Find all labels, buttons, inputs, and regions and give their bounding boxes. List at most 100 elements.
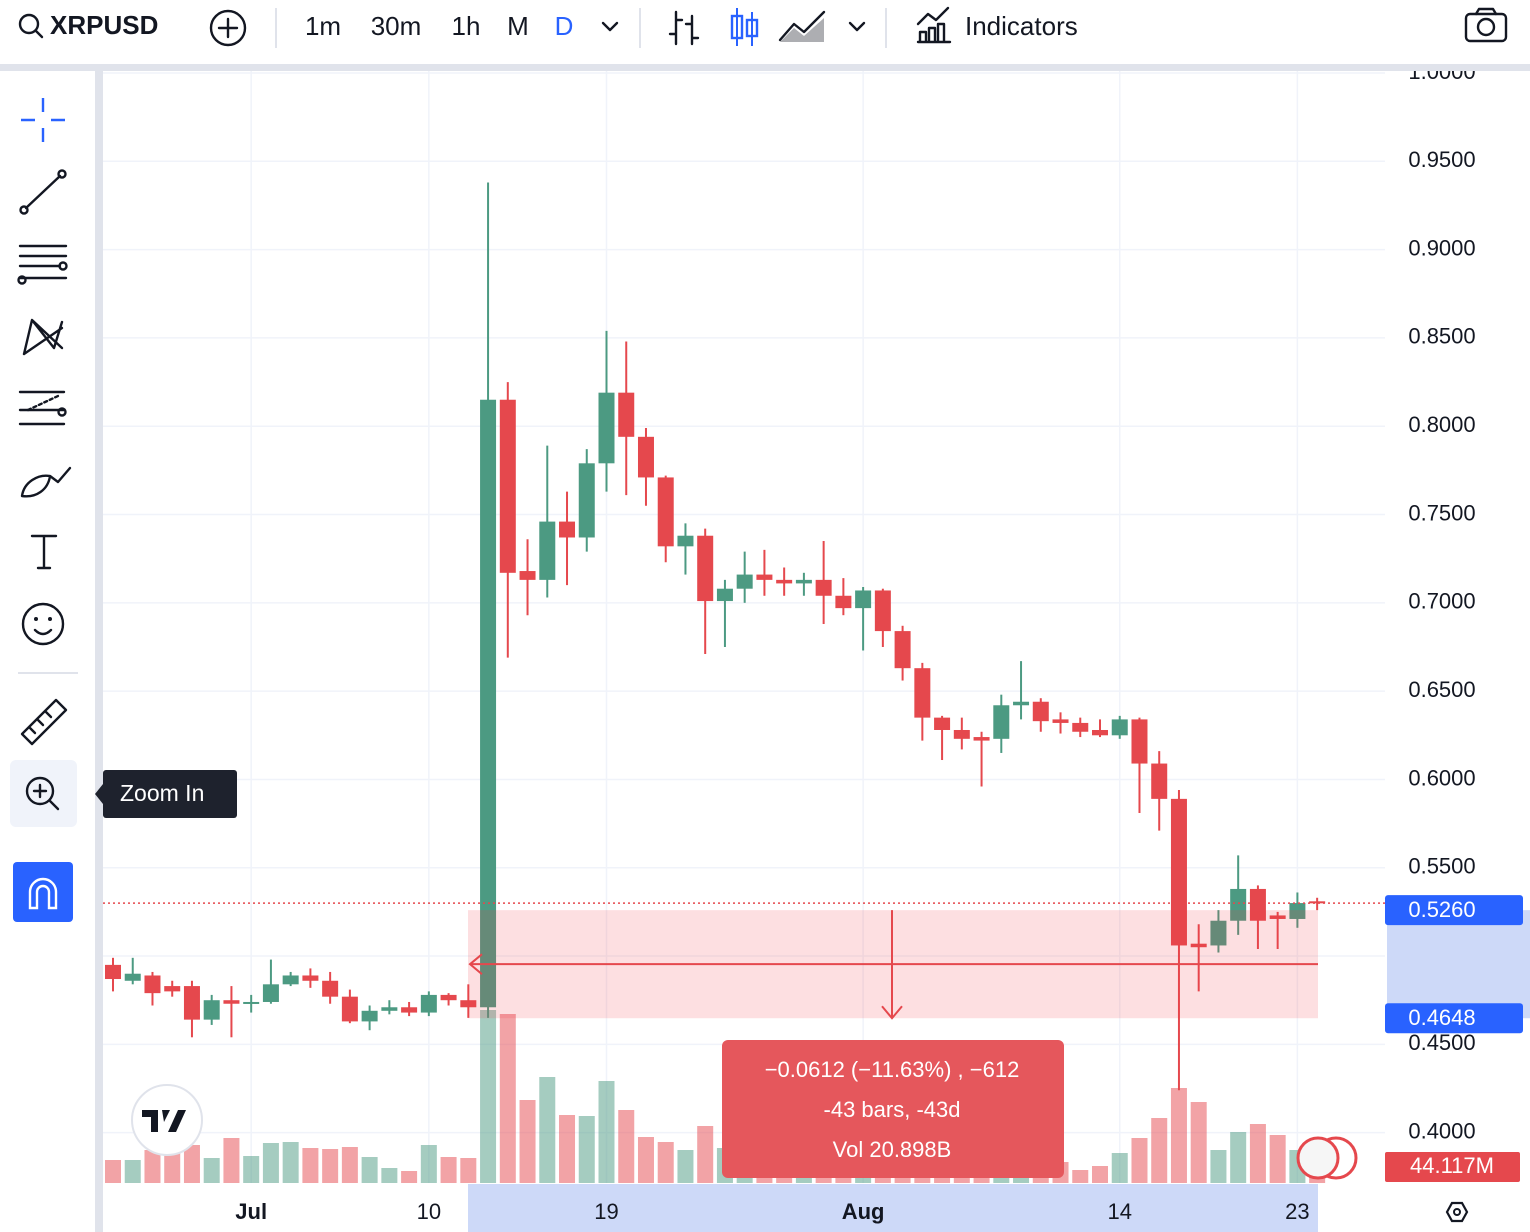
text-tool[interactable]: [30, 534, 58, 570]
candle-body: [1269, 915, 1286, 919]
volume-bar: [1210, 1150, 1227, 1183]
measure-info-text: -43 bars, -43d: [824, 1097, 961, 1122]
candle-body: [164, 986, 181, 992]
interval-button[interactable]: D: [555, 11, 574, 41]
volume-bar: [401, 1171, 418, 1183]
candle-body: [124, 973, 141, 981]
interval-button[interactable]: 30m: [371, 11, 422, 41]
crosshair-tool[interactable]: [21, 98, 65, 142]
flag-icon: [1296, 1136, 1340, 1180]
plot-area: [103, 71, 1385, 1183]
volume-bar: [341, 1147, 358, 1183]
volume-bar: [183, 1145, 200, 1183]
chart-type-dropdown[interactable]: [848, 21, 866, 32]
candle-body: [1032, 701, 1049, 722]
volume-bar: [598, 1081, 615, 1183]
volume-bar: [677, 1150, 694, 1183]
search-icon[interactable]: [18, 13, 44, 39]
settings-icon-center: [1453, 1208, 1461, 1216]
candle-body: [420, 994, 437, 1013]
volume-bar: [164, 1147, 181, 1183]
sidebar-separator: [95, 71, 103, 1232]
symbol[interactable]: XRPUSD: [50, 10, 158, 40]
pattern-tool[interactable]: [22, 318, 64, 356]
area-icon[interactable]: [778, 10, 826, 42]
add-symbol[interactable]: [209, 9, 247, 47]
magnet-button[interactable]: [13, 862, 73, 922]
zoom-in-button[interactable]: [10, 760, 77, 827]
candle-body: [282, 975, 299, 985]
candle-body: [144, 975, 161, 994]
candle-body: [361, 1010, 378, 1022]
measure-h-arrowhead: [468, 953, 483, 975]
candle-body: [993, 705, 1010, 739]
measure-info-text: −0.0612 (−11.63%) , −612: [765, 1057, 1020, 1082]
candle-body: [499, 399, 516, 573]
candle-body: [341, 996, 358, 1022]
fib-tool[interactable]: [17, 244, 68, 285]
time-range-highlight: [468, 1184, 1318, 1232]
volume-bar: [1230, 1132, 1247, 1183]
forecast-tool[interactable]: [18, 390, 67, 426]
interval-button[interactable]: 1m: [305, 11, 341, 41]
candle-body: [1111, 719, 1128, 736]
interval-dropdown[interactable]: [601, 21, 619, 32]
candle-body: [1072, 722, 1089, 732]
interval-button[interactable]: 1h: [452, 11, 481, 41]
volume-bar: [420, 1145, 437, 1183]
x-tick-label: 23: [1285, 1199, 1309, 1224]
magnet-icon: [28, 877, 58, 910]
volume-bar: [105, 1160, 121, 1183]
volume-bar: [1170, 1088, 1187, 1183]
indicators-button[interactable]: Indicators: [965, 11, 1078, 41]
candle-body: [618, 392, 635, 437]
y-tick-label: 0.9000: [1408, 235, 1475, 260]
bars-icon[interactable]: [668, 10, 700, 46]
interval-button[interactable]: M: [507, 11, 529, 41]
x-tick-label: 19: [594, 1199, 618, 1224]
volume-bar: [1151, 1118, 1168, 1183]
settings-icon[interactable]: [1445, 1201, 1469, 1223]
price-label-bg: [1385, 1003, 1523, 1034]
volume-bar: [519, 1100, 536, 1183]
candle-body: [578, 463, 595, 538]
candles-icon[interactable]: [730, 8, 759, 46]
emoji-tool[interactable]: [21, 602, 65, 646]
candle-body: [539, 521, 556, 580]
volume-label: 44.117M: [1410, 1153, 1494, 1178]
volume-bar: [618, 1110, 635, 1183]
candle-body: [1309, 901, 1326, 904]
tooltip: [103, 770, 237, 818]
brush-tool[interactable]: [20, 466, 72, 498]
candle-body: [795, 579, 812, 584]
candle-body: [894, 631, 911, 669]
logo[interactable]: [131, 1084, 203, 1156]
candle-body: [1289, 903, 1306, 919]
volume-bar: [578, 1116, 595, 1183]
y-tick-label: 0.6500: [1408, 677, 1475, 702]
screenshot-button[interactable]: [1464, 7, 1508, 43]
volume-label-bg: [1385, 1152, 1520, 1182]
y-tick-label: 0.7500: [1408, 500, 1475, 525]
volume-bar: [697, 1126, 714, 1183]
volume-bar: [223, 1138, 240, 1183]
candle-body: [1249, 888, 1266, 921]
candle-body: [381, 1007, 398, 1011]
volume-bar: [322, 1149, 339, 1183]
volume-bar: [1131, 1138, 1148, 1183]
volume-bar: [637, 1137, 654, 1183]
x-tick-label: 14: [1107, 1199, 1131, 1224]
candle-body: [105, 964, 121, 980]
volume-bar: [1269, 1135, 1286, 1183]
candle-body: [322, 980, 339, 997]
volume-bar: [1092, 1166, 1108, 1183]
ruler-tool[interactable]: [20, 698, 68, 746]
y-tick-label: 0.6000: [1408, 765, 1475, 790]
candle-body: [637, 436, 654, 478]
x-tick-label: 10: [417, 1199, 441, 1224]
volume-bar: [302, 1148, 319, 1183]
candle-body: [815, 579, 832, 596]
trendline-tool[interactable]: [19, 169, 67, 215]
indicators-icon[interactable]: [916, 6, 952, 44]
